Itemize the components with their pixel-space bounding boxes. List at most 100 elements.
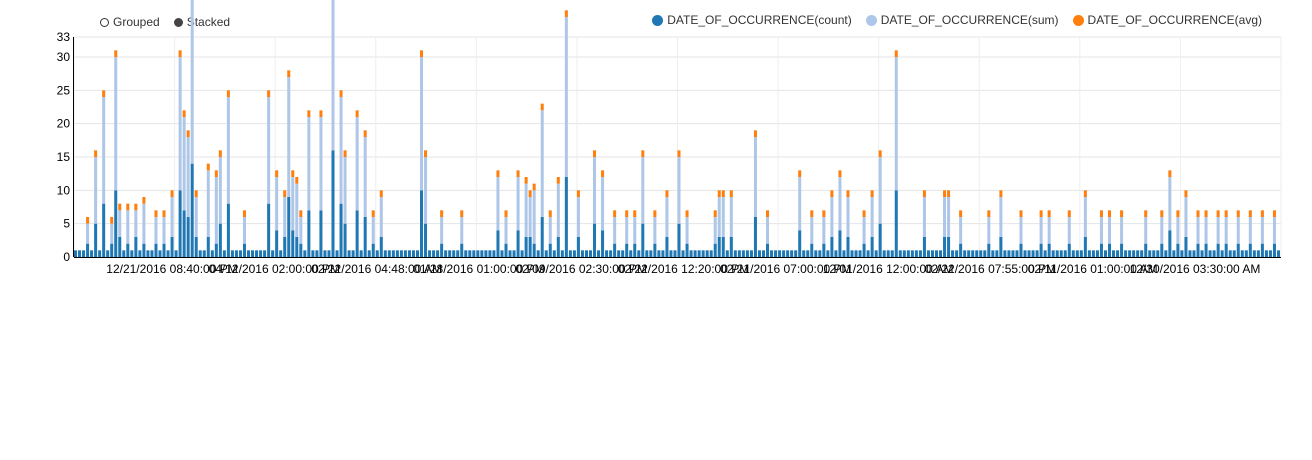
bar-count bbox=[846, 237, 850, 257]
bar-count bbox=[593, 223, 597, 257]
bar-count bbox=[991, 250, 995, 257]
bar-sum bbox=[1120, 217, 1124, 244]
bar-count bbox=[492, 250, 496, 257]
chart-mode-controls: Grouped Stacked bbox=[100, 13, 230, 31]
bar-count bbox=[850, 250, 854, 257]
bar-count bbox=[110, 243, 114, 257]
bar-count bbox=[367, 250, 371, 257]
bar-sum bbox=[186, 137, 190, 217]
bar-count bbox=[564, 177, 568, 257]
bar-sum bbox=[1204, 217, 1208, 244]
bar-count bbox=[914, 250, 918, 257]
bar-count bbox=[737, 250, 741, 257]
bar-sum bbox=[1099, 217, 1103, 244]
bar-count bbox=[1063, 250, 1067, 257]
bar-sum bbox=[685, 217, 689, 244]
grouped-radio-icon bbox=[100, 17, 109, 27]
bar-count bbox=[251, 250, 255, 257]
bar-sum bbox=[1184, 197, 1188, 237]
bar-count bbox=[1260, 243, 1264, 257]
bar-avg bbox=[182, 110, 186, 117]
grouped-radio[interactable]: Grouped bbox=[100, 13, 160, 31]
bar-count bbox=[399, 250, 403, 257]
bar-count bbox=[1156, 250, 1160, 257]
bar-count bbox=[955, 250, 959, 257]
bar-count bbox=[480, 250, 484, 257]
bar-avg bbox=[1120, 210, 1124, 217]
bar-count bbox=[814, 250, 818, 257]
legend-item-sum[interactable]: DATE_OF_OCCURRENCE(sum) bbox=[865, 13, 1059, 27]
bar-count bbox=[1027, 250, 1031, 257]
bar-count bbox=[830, 237, 834, 257]
bar-count bbox=[1220, 250, 1224, 257]
bar-count bbox=[677, 223, 681, 257]
bar-sum bbox=[653, 217, 657, 244]
bar-count bbox=[134, 237, 138, 257]
bar-avg bbox=[1224, 210, 1228, 217]
bar-sum bbox=[810, 217, 814, 244]
bar-avg bbox=[1248, 210, 1252, 217]
bar-count bbox=[138, 250, 142, 257]
bar-count bbox=[588, 250, 593, 257]
bar-count bbox=[548, 243, 552, 257]
x-tick-label: 12/21/2016 08:40:00 PM bbox=[106, 262, 237, 276]
bar-avg bbox=[601, 170, 605, 177]
bar-count bbox=[355, 210, 359, 257]
bar-count bbox=[536, 250, 540, 257]
bar-avg bbox=[729, 190, 733, 197]
bar-count bbox=[568, 250, 572, 257]
bar-avg bbox=[206, 163, 210, 171]
bar-count bbox=[939, 250, 943, 257]
bar-count bbox=[118, 237, 122, 257]
bar-sum bbox=[753, 137, 757, 217]
bar-avg bbox=[194, 190, 198, 197]
bar-sum bbox=[613, 217, 617, 244]
bar-count bbox=[190, 163, 194, 257]
stacked-radio[interactable]: Stacked bbox=[173, 13, 230, 31]
bar-count bbox=[411, 250, 415, 257]
bar-count bbox=[452, 250, 456, 257]
bar-sum bbox=[319, 117, 323, 211]
bar-count bbox=[1071, 250, 1075, 257]
bar-count bbox=[572, 250, 576, 257]
bar-count bbox=[1152, 250, 1156, 257]
bar-count bbox=[1268, 250, 1272, 257]
bar-avg bbox=[1216, 210, 1220, 217]
bar-count bbox=[1168, 230, 1172, 257]
bar-count bbox=[234, 250, 238, 257]
bar-sum bbox=[677, 157, 681, 224]
bar-count bbox=[645, 250, 649, 257]
bar-avg bbox=[721, 190, 725, 197]
bar-count bbox=[729, 237, 733, 257]
bar-count bbox=[303, 250, 307, 257]
bar-count bbox=[1248, 243, 1252, 257]
bar-sum bbox=[339, 97, 343, 204]
bar-count bbox=[315, 250, 319, 257]
bar-sum bbox=[593, 157, 597, 224]
bar-count bbox=[766, 243, 770, 257]
bar-count bbox=[1075, 250, 1079, 257]
bar-avg bbox=[267, 90, 271, 97]
bar-avg bbox=[1083, 190, 1087, 197]
bar-count bbox=[544, 250, 548, 257]
bar-count bbox=[1039, 243, 1043, 257]
bar-count bbox=[818, 250, 822, 257]
bar-avg bbox=[959, 210, 963, 217]
bar-count bbox=[1023, 250, 1027, 257]
bar-sum bbox=[363, 137, 367, 217]
bar-sum bbox=[1248, 217, 1252, 244]
bar-sum bbox=[540, 110, 544, 217]
bar-count bbox=[934, 250, 939, 257]
bar-count bbox=[617, 250, 621, 257]
bar-avg bbox=[717, 190, 721, 197]
bar-count bbox=[415, 250, 420, 257]
legend-item-avg[interactable]: DATE_OF_OCCURRENCE(avg) bbox=[1072, 13, 1262, 27]
legend-item-count[interactable]: DATE_OF_OCCURRENCE(count) bbox=[652, 13, 852, 27]
bar-avg bbox=[1272, 210, 1276, 217]
bar-count bbox=[263, 250, 267, 257]
bar-count bbox=[653, 243, 657, 257]
bar-avg bbox=[307, 110, 311, 117]
bar-avg bbox=[287, 70, 291, 77]
bar-avg bbox=[593, 150, 597, 157]
bar-avg bbox=[1176, 210, 1180, 217]
